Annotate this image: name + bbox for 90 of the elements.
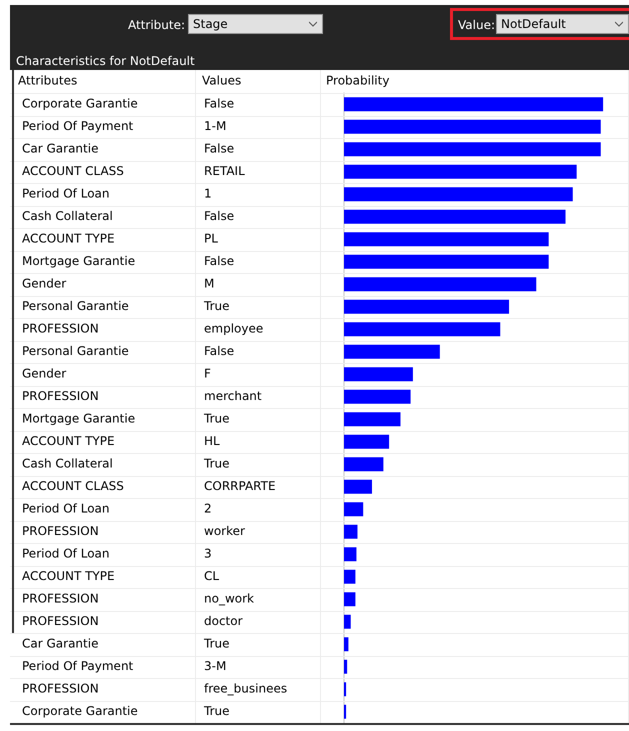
y2-tick-label: 3 — [204, 546, 212, 560]
y-tick-label: Mortgage Garantie — [22, 411, 136, 426]
y2-tick-label: F — [204, 366, 211, 380]
x-axis-title: Probability — [326, 74, 390, 88]
y2-tick-label: False — [204, 141, 234, 156]
y-tick-label: Period Of Loan — [22, 501, 110, 516]
text: Characteristics for NotDefault — [16, 54, 195, 68]
y2-tick-label: PL — [204, 231, 218, 246]
y-tick-label: Gender — [22, 276, 66, 290]
y-tick-label: PROFESSION — [22, 321, 99, 336]
bar — [344, 614, 351, 629]
text: NotDefault — [501, 17, 566, 31]
y-tick-label: Corporate Garantie — [22, 96, 138, 110]
text: Stage — [193, 17, 228, 31]
y2-tick-label: M — [204, 276, 214, 290]
y2-tick-label: True — [203, 298, 230, 313]
bar — [344, 592, 356, 606]
bar — [344, 254, 549, 269]
bar — [344, 120, 601, 134]
y-tick-label: PROFESSION — [22, 524, 99, 538]
bar — [344, 232, 549, 246]
y2-tick-label: merchant — [204, 388, 262, 403]
bar — [344, 344, 440, 359]
bar — [344, 277, 536, 292]
bar — [344, 480, 372, 494]
y-tick-label: Period Of Payment — [22, 658, 134, 673]
y2-tick-label: CL — [204, 568, 220, 583]
y2-tick-label: worker — [204, 524, 245, 538]
y2-tick-label: 3-M — [204, 658, 226, 673]
y2-tick-label: 1-M — [204, 118, 226, 133]
bar — [344, 434, 390, 449]
y2-tick-label: HL — [204, 434, 220, 448]
y-tick-label: Period Of Loan — [22, 186, 110, 200]
bar — [344, 142, 601, 156]
y-tick-label: PROFESSION — [22, 681, 99, 696]
bar — [344, 164, 577, 179]
y2-tick-label: free_businees — [204, 681, 288, 696]
y2-tick-label: 1 — [204, 186, 212, 200]
y-tick-label: Gender — [22, 366, 66, 380]
y-tick-label: Mortgage Garantie — [22, 254, 136, 268]
y-tick-label: ACCOUNT TYPE — [22, 434, 115, 448]
y-tick-label: PROFESSION — [22, 614, 99, 628]
y-axis-title: Attributes — [18, 74, 78, 88]
y2-tick-label: employee — [204, 321, 264, 336]
y2-tick-label: 2 — [204, 501, 212, 516]
bar — [344, 97, 604, 112]
y-tick-label: ACCOUNT TYPE — [22, 231, 115, 246]
y-tick-label: ACCOUNT CLASS — [22, 478, 124, 493]
bar — [344, 457, 384, 472]
y2-tick-label: True — [203, 636, 230, 650]
bar — [344, 322, 500, 336]
y-tick-label: Personal Garantie — [22, 298, 129, 313]
y-tick-label: ACCOUNT CLASS — [22, 164, 124, 178]
bar — [344, 367, 413, 382]
bar — [344, 412, 400, 426]
y-tick-label: Cash Collateral — [22, 208, 113, 223]
y-tick-label: PROFESSION — [22, 388, 99, 403]
y2-tick-label: True — [203, 456, 230, 470]
bar — [344, 300, 510, 314]
bar — [344, 660, 348, 674]
y-tick-label: Period Of Payment — [22, 118, 134, 133]
y-tick-label: ACCOUNT TYPE — [22, 568, 115, 583]
bar — [344, 570, 356, 584]
y2-tick-label: True — [203, 704, 230, 718]
y-tick-label: Period Of Loan — [22, 546, 110, 560]
y-tick-label: PROFESSION — [22, 591, 99, 606]
y-tick-label: Personal Garantie — [22, 344, 129, 358]
y2-tick-label: False — [204, 96, 234, 110]
y2-tick-label: CORRPARTE — [204, 478, 276, 493]
y2-tick-label: False — [204, 254, 234, 268]
y2-tick-label: no_work — [204, 591, 254, 606]
bar — [344, 547, 356, 562]
text: Attribute: — [128, 18, 186, 32]
y2-tick-label: True — [203, 411, 230, 426]
text: Value: — [458, 18, 495, 32]
y2-axis-title: Values — [202, 74, 242, 88]
y-tick-label: Car Garantie — [22, 636, 98, 650]
y2-tick-label: doctor — [204, 614, 243, 628]
bar — [344, 502, 364, 516]
bar — [344, 210, 566, 224]
y-tick-label: Corporate Garantie — [22, 704, 138, 718]
bar — [344, 187, 573, 202]
bar — [344, 524, 358, 539]
bar — [344, 390, 411, 404]
y2-tick-label: False — [204, 208, 234, 223]
y2-tick-label: False — [204, 344, 234, 358]
y-tick-label: Cash Collateral — [22, 456, 113, 470]
y2-tick-label: RETAIL — [204, 164, 246, 178]
bar — [344, 637, 348, 652]
y-tick-label: Car Garantie — [22, 141, 98, 156]
